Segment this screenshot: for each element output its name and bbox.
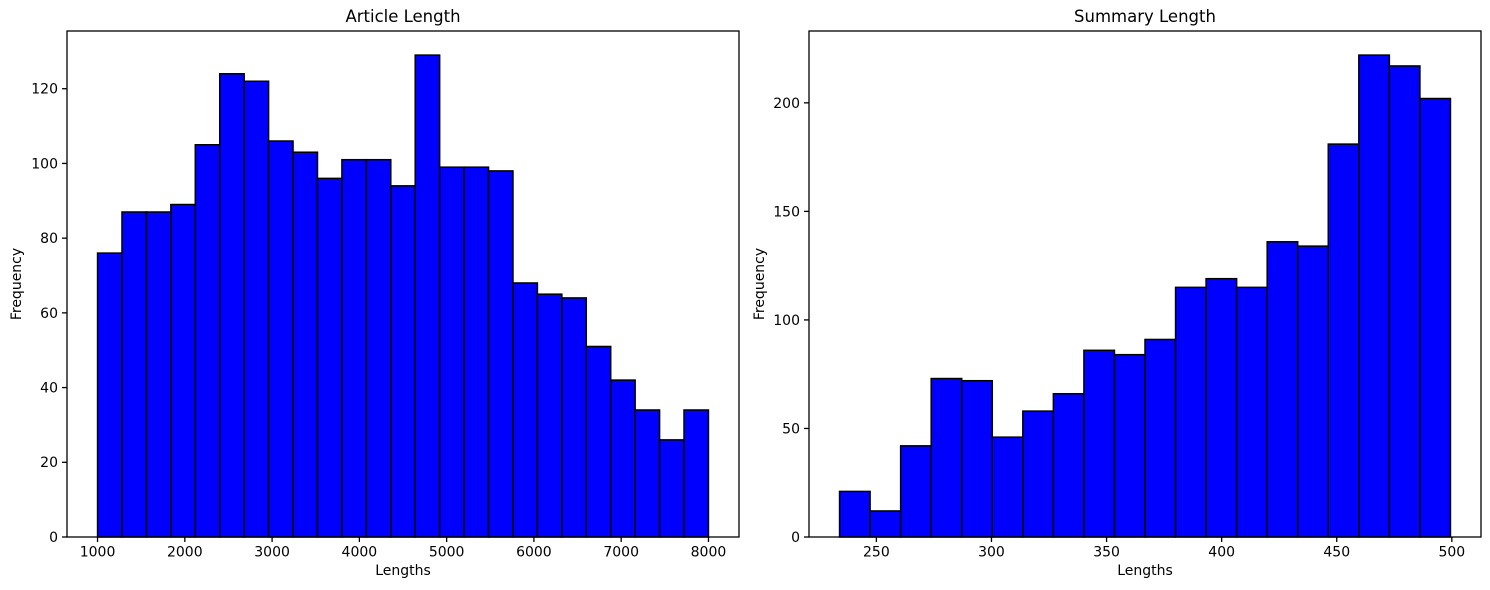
histogram-bar: [341, 158, 368, 538]
summary-length-chart-panel: Summary Length Frequency 250 300 350 400 450…: [745, 0, 1490, 590]
y-tick-label: 20: [40, 455, 58, 471]
chart-title: Article Length: [345, 7, 461, 26]
histogram-bar: [243, 80, 270, 538]
x-tick-label: 400: [1208, 545, 1235, 561]
histogram-bar: [1052, 392, 1085, 538]
histogram-bar: [1266, 241, 1299, 538]
histogram-bar: [1144, 338, 1177, 538]
histogram-bar: [585, 345, 612, 538]
histogram-bar: [292, 151, 319, 538]
histogram-bar: [414, 54, 441, 538]
histogram-bar: [438, 166, 465, 538]
histogram-bar: [194, 144, 221, 538]
histogram-bar: [365, 158, 392, 538]
y-tick-label: 0: [791, 530, 800, 546]
histogram-bar: [121, 211, 148, 538]
y-tick-label: 200: [773, 96, 800, 112]
histogram-bar: [561, 297, 588, 538]
histogram-bar: [930, 377, 963, 538]
x-tick-label: 6000: [516, 545, 552, 561]
article-length-chart-panel: Article Length Frequency 1000 2000 3000 400…: [9, 7, 740, 579]
x-tick-label: 1000: [80, 545, 116, 561]
chart-title: Summary Length: [1074, 7, 1216, 26]
y-tick-label: 50: [782, 421, 800, 437]
x-tick-label: 5000: [429, 545, 465, 561]
x-tick-label: 4000: [342, 545, 378, 561]
histogram-bar: [512, 282, 539, 538]
histogram-bar: [218, 73, 245, 538]
histogram-plot: 1000 2000 3000 4000 5000 6000 7000 8000 0 20 40 60 8…: [31, 30, 740, 561]
y-tick-label: 100: [773, 313, 800, 329]
histogram-bar: [536, 293, 563, 538]
x-tick-label: 7000: [603, 545, 639, 561]
histogram-plot: 250 300 350 400 450 500 0 50 100 150 200: [773, 30, 1482, 561]
y-tick-label: 40: [40, 380, 58, 396]
histogram-bar: [96, 252, 123, 538]
histogram-bar: [316, 177, 343, 538]
histogram-bar: [1113, 353, 1146, 538]
histogram-bar: [869, 510, 902, 538]
x-tick-label: 8000: [691, 545, 727, 561]
x-tick-label: 2000: [167, 545, 203, 561]
y-tick-label: 0: [49, 530, 58, 546]
histogram-bar: [1327, 143, 1360, 538]
histogram-bar: [170, 203, 197, 538]
histogram-bar: [390, 185, 416, 538]
histogram-bar: [960, 379, 994, 538]
x-tick-label: 500: [1438, 545, 1465, 561]
y-tick-label: 150: [773, 204, 800, 220]
histogram-bar: [1205, 277, 1238, 538]
y-tick-label: 60: [40, 306, 58, 322]
histogram-bar: [683, 409, 710, 538]
y-tick-label: 120: [31, 82, 58, 98]
x-axis-label: Lengths: [1117, 563, 1173, 579]
axes-spine: [66, 30, 740, 538]
histogram-bar: [1419, 97, 1452, 538]
histogram-bar: [838, 490, 871, 538]
histogram-bar: [267, 140, 294, 538]
histogram-bar: [1388, 65, 1421, 538]
histogram-bar: [899, 445, 932, 538]
x-tick-label: 450: [1323, 545, 1350, 561]
histogram-bar: [609, 379, 636, 538]
y-tick-label: 80: [40, 231, 58, 247]
x-tick-label: 250: [863, 545, 890, 561]
axes-spine: [808, 30, 1482, 538]
histogram-bar: [1174, 286, 1207, 538]
histogram-bar: [1296, 245, 1330, 538]
y-tick-label: 100: [31, 156, 58, 172]
histogram-bar: [1083, 349, 1116, 538]
histogram-bar: [1022, 410, 1055, 538]
histogram-bar: [463, 166, 490, 538]
histogram-bar: [487, 170, 514, 538]
x-tick-label: 350: [1093, 545, 1120, 561]
x-axis-label: Lengths: [375, 563, 431, 579]
x-tick-label: 3000: [254, 545, 290, 561]
x-tick-label: 300: [978, 545, 1005, 561]
histogram-bar: [1235, 286, 1268, 538]
histogram-bar: [634, 409, 661, 538]
histogram-bar: [991, 436, 1024, 538]
histogram-bar: [658, 439, 685, 538]
histogram-bar: [145, 211, 172, 538]
histogram-bar: [1358, 54, 1391, 538]
